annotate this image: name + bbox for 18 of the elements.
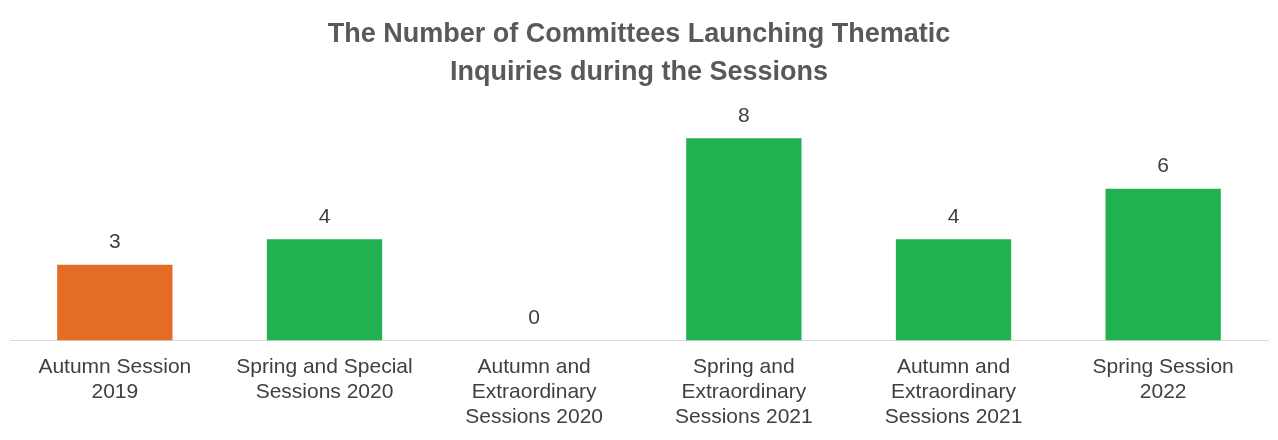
data-label: 8 bbox=[737, 102, 750, 126]
bar bbox=[57, 264, 173, 341]
x-tick-label: Autumn and Extraordinary Sessions 2020 bbox=[465, 353, 604, 428]
bar bbox=[266, 239, 383, 341]
data-label: 4 bbox=[947, 203, 960, 227]
bar bbox=[686, 138, 802, 341]
data-label: 3 bbox=[108, 228, 121, 252]
data-label: 4 bbox=[318, 203, 331, 227]
data-label: 0 bbox=[528, 304, 541, 328]
x-tick-label: Autumn Session 2019 bbox=[38, 353, 192, 402]
bar bbox=[895, 239, 1012, 341]
x-tick-label: Autumn and Extraordinary Sessions 2021 bbox=[884, 353, 1023, 428]
x-tick-label: Spring and Special Sessions 2020 bbox=[236, 353, 413, 402]
bar bbox=[1105, 188, 1221, 341]
chart-title: The Number of Committees Launching Thematic Inquiries during the Sessions bbox=[326, 17, 952, 88]
x-tick-label: Spring and Extraordinary Sessions 2021 bbox=[674, 353, 813, 428]
x-tick-label: Spring Session 2022 bbox=[1092, 353, 1234, 402]
data-label: 6 bbox=[1157, 153, 1170, 177]
